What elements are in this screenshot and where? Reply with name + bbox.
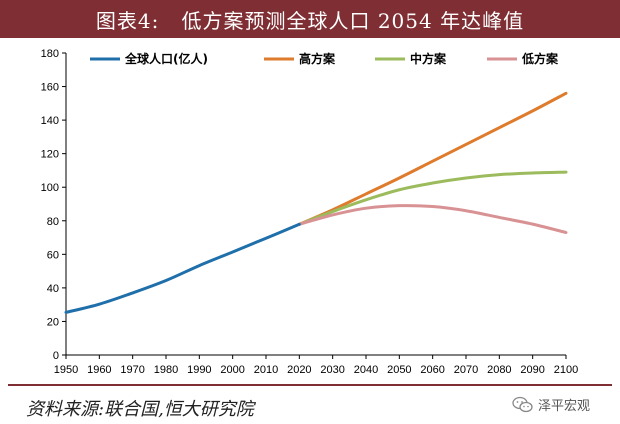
legend-medium-label: 中方案 xyxy=(410,51,447,66)
x-tick-label: 2070 xyxy=(454,364,478,376)
medium-scenario-line xyxy=(297,170,568,226)
x-tick-label: 2100 xyxy=(554,364,578,376)
source-note: 资料来源:联合国,恒大研究院 xyxy=(26,399,254,420)
x-tick-label: 2050 xyxy=(387,364,411,376)
legend-high-label: 高方案 xyxy=(299,51,336,66)
x-tick-label: 1950 xyxy=(54,364,78,376)
x-tick-label: 1990 xyxy=(187,364,211,376)
low-scenario-line xyxy=(297,204,568,235)
x-tick-label: 1970 xyxy=(120,364,144,376)
high-scenario-line xyxy=(297,91,568,226)
legend-population-label: 全球人口(亿人) xyxy=(124,51,208,66)
y-tick-label: 60 xyxy=(47,249,59,261)
y-tick-label: 100 xyxy=(41,182,59,194)
y-tick-label: 120 xyxy=(41,149,59,161)
y-tick-label: 20 xyxy=(47,316,59,328)
x-tick-label: 2000 xyxy=(220,364,244,376)
y-tick-label: 180 xyxy=(41,48,59,60)
x-tick-label: 2010 xyxy=(254,364,278,376)
y-tick-label: 40 xyxy=(47,283,59,295)
chart-title: 图表4: 低方案预测全球人口 2054 年达峰值 xyxy=(95,8,525,33)
x-tick-label: 2030 xyxy=(320,364,344,376)
y-tick-label: 80 xyxy=(47,216,59,228)
x-tick-label: 2020 xyxy=(287,364,311,376)
y-tick-label: 140 xyxy=(41,115,59,127)
x-tick-label: 2040 xyxy=(354,364,378,376)
legend-low-label: 低方案 xyxy=(521,51,559,66)
population-line xyxy=(64,222,301,314)
title-bar: 图表4: 低方案预测全球人口 2054 年达峰值 xyxy=(0,0,620,38)
watermark-text: 泽平宏观 xyxy=(538,399,591,414)
y-tick-label: 160 xyxy=(41,82,59,94)
y-tick-label: 0 xyxy=(53,350,59,362)
watermark: 泽平宏观 xyxy=(512,395,590,414)
wechat-icon xyxy=(512,396,533,412)
x-tick-label: 1960 xyxy=(87,364,111,376)
footer-divider xyxy=(8,384,612,386)
x-tick-label: 1980 xyxy=(154,364,178,376)
x-tick-label: 2080 xyxy=(487,364,511,376)
x-tick-label: 2060 xyxy=(420,364,444,376)
x-tick-label: 2090 xyxy=(520,364,544,376)
